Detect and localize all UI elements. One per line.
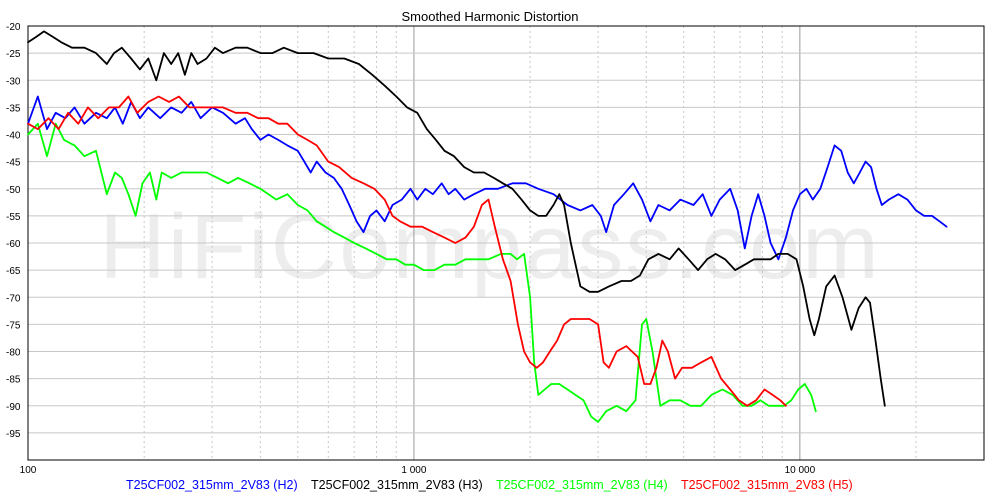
series-line-h3 <box>27 30 886 407</box>
series-group <box>27 30 948 423</box>
y-tick-label: -85 <box>6 375 21 386</box>
y-axis: -20 -25 -30 -35 -40 -45 -50 -55 -60 -65 -70 -75 -80 -… <box>6 22 21 440</box>
series-line-h5 <box>27 95 787 407</box>
series-line-h2 <box>27 95 948 261</box>
y-tick-label: -65 <box>6 266 21 277</box>
y-tick-label: -20 <box>6 22 21 33</box>
x-tick-label: 10 000 <box>785 465 816 476</box>
y-tick-label: -35 <box>6 103 21 114</box>
y-tick-label: -55 <box>6 212 21 223</box>
y-tick-label: -30 <box>6 76 21 87</box>
legend: T25CF002_315mm_2V83 (H2) T25CF002_315mm_… <box>126 478 853 492</box>
y-tick-label: -45 <box>6 158 21 169</box>
y-tick-label: -40 <box>6 131 21 142</box>
y-tick-label: -70 <box>6 293 21 304</box>
x-axis: 100 1 000 10 000 <box>20 465 816 476</box>
x-tick-label: 100 <box>20 465 37 476</box>
y-tick-label: -60 <box>6 239 21 250</box>
x-tick-label: 1 000 <box>401 465 426 476</box>
series-line-h4 <box>27 122 817 423</box>
legend-entry-h4: T25CF002_315mm_2V83 (H4) <box>496 478 668 492</box>
legend-entry-h2: T25CF002_315mm_2V83 (H2) <box>126 478 298 492</box>
grid <box>28 26 984 460</box>
legend-entry-h5: T25CF002_315mm_2V83 (H5) <box>681 478 853 492</box>
y-tick-label: -80 <box>6 348 21 359</box>
chart-title: Smoothed Harmonic Distortion <box>401 9 578 24</box>
watermark-text: HiFiCompass.com <box>99 196 880 298</box>
y-tick-label: -50 <box>6 185 21 196</box>
y-tick-label: -25 <box>6 49 21 60</box>
legend-entry-h3: T25CF002_315mm_2V83 (H3) <box>311 478 483 492</box>
y-tick-label: -75 <box>6 320 21 331</box>
watermark: HiFiCompass.com <box>99 196 880 298</box>
y-tick-label: -90 <box>6 402 21 413</box>
plot-frame <box>27 25 985 461</box>
y-tick-label: -95 <box>6 429 21 440</box>
